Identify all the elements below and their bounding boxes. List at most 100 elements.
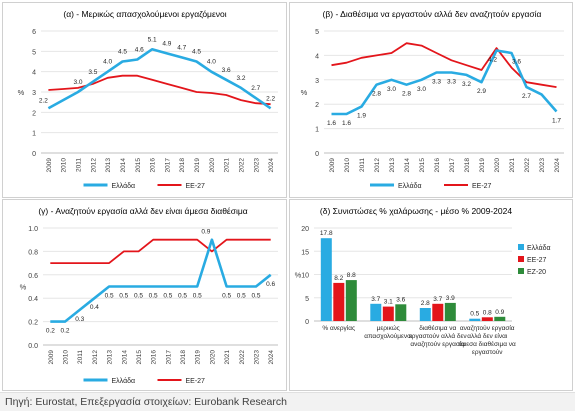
- y-tick-label: 0.4: [28, 296, 38, 303]
- data-label: 4.6: [135, 46, 144, 53]
- legend-label: ΕΖ-20: [527, 269, 546, 276]
- data-label: 3.0: [387, 86, 396, 93]
- x-tick-label: 2011: [359, 158, 366, 172]
- bar: [444, 302, 456, 321]
- bar: [382, 306, 394, 321]
- chart-svg: (δ) Συνιστώσες % χαλάρωσης - μέσο % 2009…: [295, 206, 551, 356]
- y-tick-label: 1.0: [28, 226, 38, 233]
- data-label: 3.0: [417, 86, 426, 93]
- legend-label: Ελλάδα: [112, 182, 136, 190]
- panel-available-not-seeking: (β) - Διαθέσιμα να εργαστούν αλλά δεν αν…: [289, 2, 573, 198]
- data-label: 5.1: [148, 36, 157, 43]
- bar: [395, 304, 407, 321]
- x-tick-label: 2020: [209, 158, 216, 173]
- data-label: 4.9: [162, 40, 171, 47]
- bar: [345, 280, 357, 321]
- bar: [469, 318, 481, 321]
- x-tick-label: 2013: [389, 158, 396, 173]
- data-label: 0.4: [90, 304, 99, 311]
- panel-seeking-not-available: (γ) - Αναζητούν εργασία αλλά δεν είναι ά…: [2, 199, 287, 391]
- x-tick-label: 2022: [238, 158, 245, 173]
- data-label: 3.5: [88, 69, 97, 76]
- data-label: 0.6: [266, 281, 275, 288]
- data-label: 2.2: [39, 97, 48, 104]
- data-label: 3.3: [447, 78, 456, 85]
- bar: [320, 238, 332, 321]
- data-label: 0.5: [222, 293, 231, 300]
- bar: [370, 303, 382, 321]
- data-label: 3.7: [433, 296, 442, 303]
- data-label: 4.5: [192, 49, 201, 56]
- chart-title: (α) - Μερικώς απασχολούμενοι εργαζόμενοι: [63, 9, 226, 19]
- y-tick-label: 3: [315, 78, 319, 85]
- data-label: 0.2: [61, 328, 70, 335]
- x-tick-label: 2016: [151, 350, 158, 365]
- y-tick-label: 5: [32, 49, 36, 56]
- y-tick-label: 3: [32, 90, 36, 97]
- x-tick-label: 2009: [46, 158, 53, 173]
- bar: [432, 303, 444, 321]
- data-label: 2.8: [402, 91, 411, 98]
- series-line-greece: [50, 238, 272, 323]
- x-tick-label: 2020: [494, 158, 501, 173]
- y-tick-label: 0.8: [28, 249, 38, 256]
- x-tick-label: 2019: [194, 158, 201, 173]
- x-tick-label: 2017: [449, 158, 456, 173]
- x-tick-label: 2023: [539, 158, 546, 173]
- category-label: εργαστούν αλλά δεν: [409, 332, 467, 340]
- data-label: 4.2: [488, 57, 497, 64]
- data-label: 4.5: [118, 49, 127, 56]
- data-label: 2.8: [372, 91, 381, 98]
- x-tick-label: 2015: [135, 158, 142, 173]
- data-label: 0.8: [483, 309, 492, 316]
- y-tick-label: 1: [315, 127, 319, 134]
- legend-swatch: [518, 256, 524, 262]
- legend-label: ΕΕ-27: [527, 257, 547, 264]
- data-label: 0.3: [75, 316, 84, 323]
- y-tick-label: 5: [305, 296, 309, 303]
- data-label: 3.1: [384, 299, 393, 306]
- x-tick-label: 2021: [224, 350, 231, 365]
- x-tick-label: 2009: [329, 158, 336, 173]
- x-tick-label: 2014: [120, 158, 127, 173]
- category-label: εργαστούν: [472, 348, 503, 356]
- data-label: 1.9: [357, 113, 366, 120]
- data-label: 3.6: [396, 296, 405, 303]
- y-tick-label: 0.0: [28, 343, 38, 350]
- legend-swatch: [518, 268, 524, 274]
- data-label: 1.7: [552, 118, 561, 125]
- x-tick-label: 2018: [179, 158, 186, 173]
- data-label: 4.7: [177, 44, 186, 51]
- category-label: αλλά δεν είναι: [467, 332, 508, 340]
- data-label: 0.9: [495, 309, 504, 316]
- data-label: 17.8: [320, 230, 333, 237]
- legend-label: Ελλάδα: [398, 182, 422, 190]
- x-tick-label: 2024: [268, 350, 275, 365]
- data-label: 2.2: [266, 95, 275, 102]
- y-tick-label: 4: [32, 70, 36, 77]
- x-tick-label: 2013: [105, 158, 112, 173]
- data-label: 3.2: [462, 81, 471, 88]
- category-label: αναζητούν εργασία: [460, 324, 515, 332]
- series-line-greece: [331, 49, 558, 116]
- x-tick-label: 2023: [253, 158, 260, 173]
- data-label: 0.5: [237, 293, 246, 300]
- x-tick-label: 2020: [209, 350, 216, 365]
- data-label: 1.6: [327, 120, 336, 127]
- y-tick-label: 5: [315, 29, 319, 36]
- data-label: 8.8: [347, 272, 356, 279]
- bar: [333, 282, 345, 321]
- chart-title: (δ) Συνιστώσες % χαλάρωσης - μέσο % 2009…: [320, 206, 512, 216]
- y-tick-label: 0.6: [28, 273, 38, 280]
- x-tick-label: 2017: [165, 350, 172, 365]
- category-label: άμεσα διαθέσιμα να: [459, 340, 516, 348]
- data-label: 2.7: [522, 93, 531, 100]
- category-label: % ανεργίας: [322, 324, 355, 332]
- data-label: 8.2: [334, 275, 343, 282]
- data-label: 3.6: [512, 59, 521, 66]
- x-tick-label: 2015: [136, 350, 143, 365]
- y-tick-label: 20: [301, 226, 309, 233]
- x-tick-label: 2021: [509, 158, 516, 173]
- x-tick-label: 2022: [524, 158, 531, 173]
- x-tick-label: 2024: [268, 158, 275, 173]
